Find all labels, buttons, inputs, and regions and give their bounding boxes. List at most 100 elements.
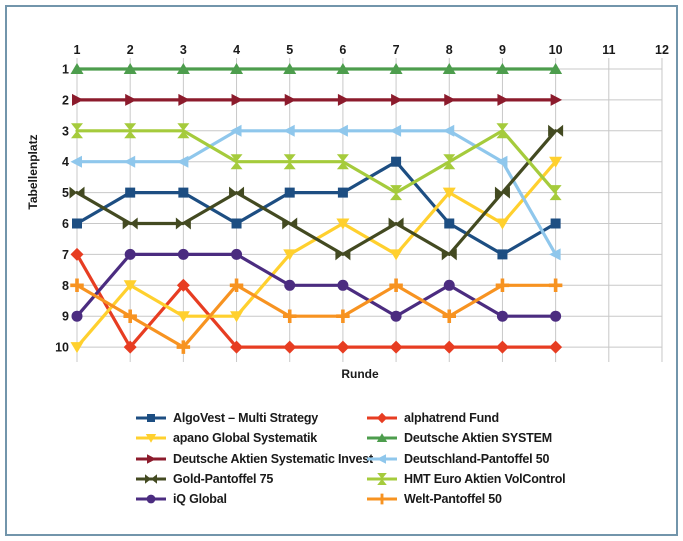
data-point-marker [176,311,190,323]
data-point-marker [70,278,84,293]
data-point-marker [282,217,298,230]
data-point-marker [548,278,563,293]
data-point-marker [125,187,136,198]
data-point-marker [178,93,190,106]
y-tick-label: 2 [62,93,69,107]
x-tick-label: 9 [499,43,506,57]
legend-item-alphatrend-fund: alphatrend Fund [367,411,565,425]
y-tick-label: 5 [62,186,69,200]
legend-marker-icon [367,493,397,505]
series-line [75,129,558,195]
data-point-marker [442,124,455,137]
data-point-marker [175,217,191,230]
data-point-marker [336,340,350,354]
data-point-marker [389,63,403,74]
data-point-marker [231,248,243,260]
data-point-marker [549,248,561,261]
legend-marker-icon [136,434,166,444]
data-point-marker [442,340,456,354]
y-axis-title: Tabellenplatz [26,134,40,210]
data-point-marker [123,340,137,354]
data-point-marker [495,218,509,230]
data-point-marker [549,156,563,168]
data-point-marker [70,155,82,168]
data-point-marker [391,93,403,106]
y-tick-label: 9 [62,310,69,324]
series-algovest-multi-strategy [72,156,561,260]
data-point-marker [177,123,190,139]
data-point-marker [147,453,157,464]
data-point-marker [337,279,349,291]
legend-marker-icon [136,414,166,423]
y-tick-label: 8 [62,279,69,293]
data-point-marker [550,218,561,229]
data-point-marker [442,187,456,199]
legend-label: Deutsche Aktien SYSTEM [404,431,552,446]
legend-marker-icon [136,453,166,464]
data-point-marker [71,310,83,322]
data-point-marker [283,340,297,354]
data-point-marker [390,185,403,201]
data-point-marker [496,310,508,322]
legend-item-hmt-euro-aktien-volcontrol: HMT Euro Aktien VolControl [367,472,566,486]
series-hmt-euro-aktien-volcontrol [71,123,562,201]
series-welt-pantoffel-50 [70,278,563,354]
data-point-marker [176,63,190,74]
y-tick-label: 6 [62,217,69,231]
data-point-marker [69,186,85,199]
series-deutsche-aktien-systematic-invest [72,93,563,106]
legend-item-welt-pantoffel-50: Welt-Pantoffel 50 [367,492,565,506]
data-point-marker [283,124,295,137]
data-point-marker [549,185,562,201]
legend-marker-icon [136,474,166,484]
legend-item-deutschland-pantoffel-50: Deutschland-Pantoffel 50 [367,452,565,466]
x-axis-title: Runde [341,367,379,381]
data-point-marker [123,309,137,323]
data-point-marker [389,249,403,261]
series-line [75,252,558,349]
data-point-marker [442,309,457,323]
data-point-marker [122,217,138,230]
data-point-marker [70,342,84,354]
data-point-marker [337,93,350,106]
legend-label: iQ Global [173,492,227,507]
x-tick-label: 4 [233,43,240,57]
y-tick-label: 1 [62,63,69,77]
data-point-marker [123,63,137,74]
data-point-marker [336,63,350,74]
x-tick-label: 3 [180,43,187,57]
data-point-marker [389,124,402,137]
legend-marker-icon [136,494,166,504]
data-point-marker [444,93,456,106]
data-point-marker [283,63,297,74]
series-gold-pantoffel-75 [69,124,564,261]
legend-item-apano-global-systematik: apano Global Systematik [136,431,367,445]
legend-label: Gold-Pantoffel 75 [173,472,274,487]
data-point-marker [377,473,387,486]
data-point-marker [230,311,244,323]
data-point-marker [336,218,350,230]
data-point-marker [494,186,510,199]
legend-label: Deutschland-Pantoffel 50 [404,451,550,466]
legend-label: apano Global Systematik [173,431,318,446]
data-point-marker [176,155,189,168]
data-point-marker [229,278,244,293]
data-point-marker [123,155,136,168]
data-point-marker [497,249,508,260]
data-point-marker [176,340,191,354]
legend-marker-icon [367,412,397,424]
data-point-marker [146,494,156,504]
data-point-marker [335,248,351,261]
data-point-marker [496,123,509,139]
data-point-marker [230,340,244,354]
data-point-marker [549,63,563,74]
data-point-marker [147,414,155,423]
series-alphatrend-fund [70,247,563,354]
data-point-marker [444,218,455,229]
data-point-marker [70,63,84,74]
data-point-marker [125,93,137,106]
legend-marker-icon [367,473,397,486]
chart-legend: AlgoVest – Multi Strategy alphatrend Fund… [136,408,566,509]
legend-marker-icon [367,433,397,443]
